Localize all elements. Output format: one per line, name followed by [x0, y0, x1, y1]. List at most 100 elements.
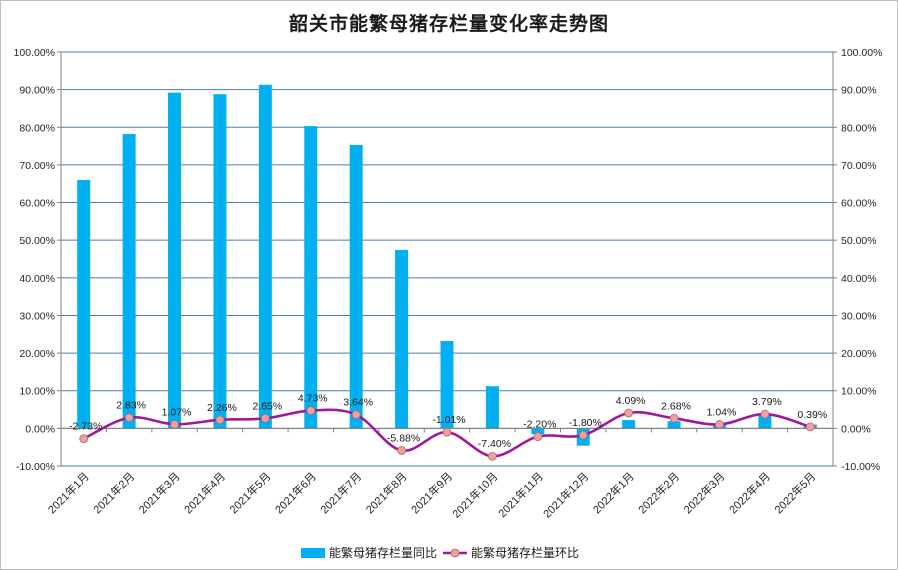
- bar: [440, 341, 454, 429]
- line-marker: [170, 419, 179, 429]
- y-tick-label-left: 30.00%: [19, 310, 55, 322]
- bar: [258, 84, 272, 429]
- y-tick-label-right: -10.00%: [841, 461, 880, 473]
- x-tick-label: 2021年8月: [363, 469, 410, 516]
- y-tick-label-right: 60.00%: [841, 198, 877, 210]
- x-tick-label: 2021年3月: [136, 469, 183, 516]
- line-marker: [260, 413, 270, 423]
- x-axis-labels: 2021年1月 2021年2月 2021年3月 2021年4月 2021年5月 2021年…: [45, 469, 819, 520]
- line-data-label: -1.80%: [569, 417, 602, 429]
- y-tick-label-right: 0.00%: [841, 423, 871, 435]
- y-tick-label-right: 50.00%: [841, 235, 877, 247]
- x-tick-label: 2021年4月: [181, 469, 228, 516]
- y-tick-label-left: 100.00%: [14, 47, 55, 59]
- line-series: [79, 406, 815, 461]
- line-marker: [669, 413, 679, 423]
- x-tick-label: 2022年3月: [681, 469, 728, 516]
- y-tick-label-left: 0.00%: [25, 423, 55, 435]
- bar: [667, 421, 681, 429]
- bar: [304, 126, 318, 429]
- line-data-label: 3.64%: [343, 397, 373, 409]
- x-tick-label: 2021年12月: [540, 469, 591, 520]
- line-data-label: 0.39%: [797, 409, 827, 421]
- y-tick-label-right: 30.00%: [841, 310, 877, 322]
- bar-series: [77, 84, 817, 446]
- line-marker: [624, 408, 634, 418]
- x-tick-label: 2021年2月: [90, 469, 137, 516]
- x-tick-label: 2021年9月: [408, 469, 455, 516]
- line-data-label: 3.79%: [752, 396, 782, 408]
- line-marker: [351, 410, 361, 420]
- y-tick-label-right: 70.00%: [841, 160, 877, 172]
- x-tick-label: 2021年6月: [272, 469, 319, 516]
- line-marker: [533, 432, 543, 442]
- legend-line-label: 能繁母猪存栏量环比: [471, 545, 579, 560]
- data-labels: -2.73% 2.83% 1.07% 2.26% 2.65% 4.73% 3.64% -5.8…: [69, 393, 827, 451]
- bar: [531, 428, 545, 435]
- line-data-label: 4.73%: [298, 393, 328, 405]
- x-tick-label: 2021年11月: [495, 469, 546, 520]
- y-tick-label-left: -10.00%: [16, 461, 55, 473]
- line-marker: [306, 406, 316, 415]
- legend-line-marker: [450, 548, 460, 558]
- bar: [758, 414, 772, 429]
- y-tick-label-left: 80.00%: [19, 122, 55, 134]
- y-tick-label-left: 70.00%: [19, 160, 55, 172]
- x-tick-label: 2022年2月: [635, 469, 682, 516]
- line-marker: [488, 451, 497, 461]
- line-data-label: -5.88%: [387, 432, 420, 444]
- y-tick-label-left: 10.00%: [19, 386, 55, 398]
- bar: [395, 249, 409, 429]
- bar: [213, 94, 227, 429]
- y-tick-label-left: 40.00%: [19, 273, 55, 285]
- bar: [485, 386, 499, 429]
- line-data-label: 2.65%: [252, 400, 282, 412]
- line-data-label: 4.09%: [616, 395, 646, 407]
- legend-bar-label: 能繁母猪存栏量同比: [329, 545, 437, 560]
- y-axis-right: 100.00% 90.00% 80.00% 70.00% 60.00% 50.00% 40.…: [833, 47, 882, 473]
- y-tick-label-right: 40.00%: [841, 273, 877, 285]
- y-tick-label-left: 50.00%: [19, 235, 55, 247]
- line-data-label: -2.73%: [69, 421, 102, 433]
- legend-bar-swatch: [301, 548, 325, 558]
- x-tick-label: 2022年5月: [771, 469, 818, 516]
- chart-title: 韶关市能繁母猪存栏量变化率走势图: [288, 13, 609, 35]
- x-tick-label: 2021年5月: [226, 469, 273, 516]
- y-tick-label-right: 80.00%: [841, 122, 877, 134]
- line-marker: [397, 446, 406, 455]
- line-marker: [442, 427, 452, 437]
- line-marker: [215, 415, 225, 425]
- bar: [622, 420, 636, 429]
- bar: [77, 179, 91, 429]
- line-data-label: 2.26%: [207, 402, 237, 414]
- line-data-label: 2.83%: [116, 400, 146, 412]
- y-tick-label-right: 20.00%: [841, 348, 877, 360]
- bar: [168, 92, 182, 429]
- line-marker: [805, 422, 815, 432]
- x-tick-label: 2021年7月: [317, 469, 364, 516]
- line-data-label: -7.40%: [478, 438, 511, 450]
- line-marker: [760, 409, 770, 419]
- y-tick-label-right: 100.00%: [841, 47, 882, 59]
- line-data-label: -2.20%: [523, 419, 556, 431]
- x-tick-label: 2022年1月: [590, 469, 637, 516]
- bar: [349, 144, 363, 429]
- x-tick-label: 2021年10月: [449, 469, 500, 520]
- line-data-label: 1.04%: [707, 406, 737, 418]
- x-tick-label: 2021年1月: [45, 469, 92, 516]
- line-marker: [79, 434, 89, 444]
- y-tick-label-left: 90.00%: [19, 85, 55, 97]
- x-tick-label: 2022年4月: [726, 469, 773, 516]
- y-tick-label-right: 10.00%: [841, 386, 877, 398]
- y-tick-label-right: 90.00%: [841, 85, 877, 97]
- line-marker: [715, 420, 724, 429]
- legend: 能繁母猪存栏量同比 能繁母猪存栏量环比: [301, 545, 579, 560]
- y-tick-label-left: 20.00%: [19, 348, 55, 360]
- y-axis-left: 100.00% 90.00% 80.00% 70.00% 60.00% 50.00% 40.…: [14, 47, 61, 473]
- line-data-label: -1.01%: [432, 414, 465, 426]
- line-data-label: 1.07%: [162, 406, 192, 418]
- line-marker: [124, 413, 134, 423]
- y-tick-label-left: 60.00%: [19, 198, 55, 210]
